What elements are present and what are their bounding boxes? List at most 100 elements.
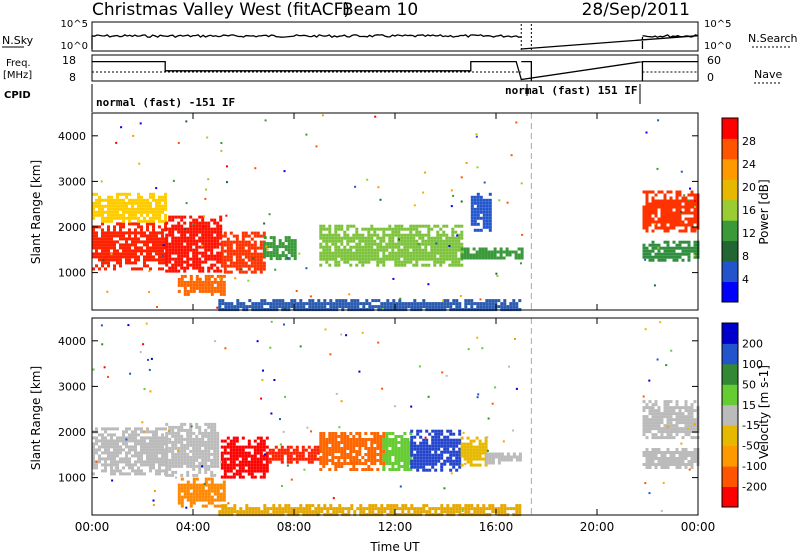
data-cell — [232, 451, 236, 455]
data-cell — [376, 441, 380, 444]
data-cell — [388, 456, 392, 459]
data-cell — [651, 220, 655, 224]
data-cell — [204, 470, 208, 474]
data-cell — [201, 289, 205, 293]
data-point — [361, 331, 364, 334]
data-point — [670, 349, 673, 352]
data-cell — [319, 468, 323, 471]
data-point — [459, 295, 462, 297]
data-cell — [177, 446, 181, 450]
data-cell — [515, 455, 519, 459]
data-cell — [690, 427, 694, 431]
data-cell — [207, 221, 211, 225]
data-cell — [180, 501, 184, 505]
data-cell — [189, 221, 193, 225]
data-cell — [113, 216, 116, 220]
data-cell — [308, 299, 312, 303]
data-cell — [128, 231, 131, 235]
data-cell — [687, 454, 691, 457]
data-cell — [413, 302, 417, 306]
data-cell — [107, 225, 110, 229]
data-cell — [497, 458, 501, 462]
data-cell — [439, 263, 443, 267]
data-cell — [161, 252, 164, 256]
data-cell — [431, 305, 435, 309]
data-cell — [379, 459, 383, 462]
data-cell — [506, 458, 510, 462]
data-cell — [116, 213, 119, 217]
data-cell — [328, 435, 332, 438]
data-cell — [484, 256, 488, 260]
data-cell — [675, 403, 679, 407]
data-cell — [216, 434, 220, 438]
data-cell — [168, 218, 172, 222]
data-point — [335, 392, 338, 395]
data-cell — [266, 251, 270, 255]
data-cell — [177, 215, 181, 219]
data-cell — [349, 239, 353, 243]
data-cell — [223, 457, 227, 461]
data-cell — [219, 251, 223, 255]
data-cell — [259, 255, 263, 259]
colorbar-swatch — [722, 138, 738, 160]
data-cell — [452, 462, 456, 466]
data-cell — [295, 448, 299, 452]
data-cell — [500, 302, 504, 306]
data-cell — [478, 256, 482, 260]
data-cell — [675, 258, 679, 262]
data-cell — [161, 219, 164, 223]
data-cell — [198, 446, 202, 450]
data-cell — [161, 448, 164, 452]
data-cell — [213, 504, 217, 508]
data-cell — [232, 442, 236, 446]
data-cell — [245, 305, 249, 309]
data-cell — [340, 239, 344, 243]
data-cell — [660, 460, 664, 463]
data-cell — [284, 507, 288, 511]
data-cell — [274, 454, 278, 458]
data-cell — [131, 436, 134, 440]
data-cell — [180, 280, 184, 284]
data-cell — [98, 433, 101, 437]
data-cell — [216, 245, 220, 249]
data-cell — [98, 243, 101, 247]
data-cell — [335, 299, 339, 303]
data-cell — [325, 236, 329, 240]
data-cell — [171, 263, 175, 267]
data-cell — [128, 198, 131, 202]
data-cell — [388, 254, 392, 258]
data-cell — [364, 453, 368, 456]
data-cell — [146, 240, 149, 244]
data-cell — [116, 222, 119, 226]
data-point — [520, 262, 522, 265]
data-cell — [325, 227, 329, 231]
data-cell — [645, 424, 649, 428]
data-cell — [337, 263, 341, 267]
data-cell — [165, 263, 169, 267]
data-cell — [657, 205, 661, 209]
data-cell — [445, 242, 449, 246]
data-point — [139, 122, 142, 125]
data-point — [479, 298, 482, 301]
data-cell — [271, 457, 275, 461]
data-cell — [427, 257, 431, 261]
data-cell — [269, 257, 273, 261]
data-cell — [137, 192, 140, 196]
data-cell — [681, 436, 685, 440]
data-cell — [463, 451, 467, 455]
data-cell — [207, 425, 211, 429]
data-cell — [518, 458, 522, 462]
data-cell — [326, 302, 330, 306]
data-cell — [219, 498, 223, 502]
data-cell — [421, 242, 425, 246]
data-cell — [116, 234, 119, 238]
data-cell — [155, 231, 158, 235]
data-cell — [675, 457, 679, 460]
data-cell — [92, 460, 95, 464]
data-cell — [152, 231, 155, 235]
data-cell — [198, 470, 202, 474]
data-cell — [198, 245, 202, 249]
data-cell — [409, 236, 413, 240]
data-cell — [406, 459, 410, 462]
